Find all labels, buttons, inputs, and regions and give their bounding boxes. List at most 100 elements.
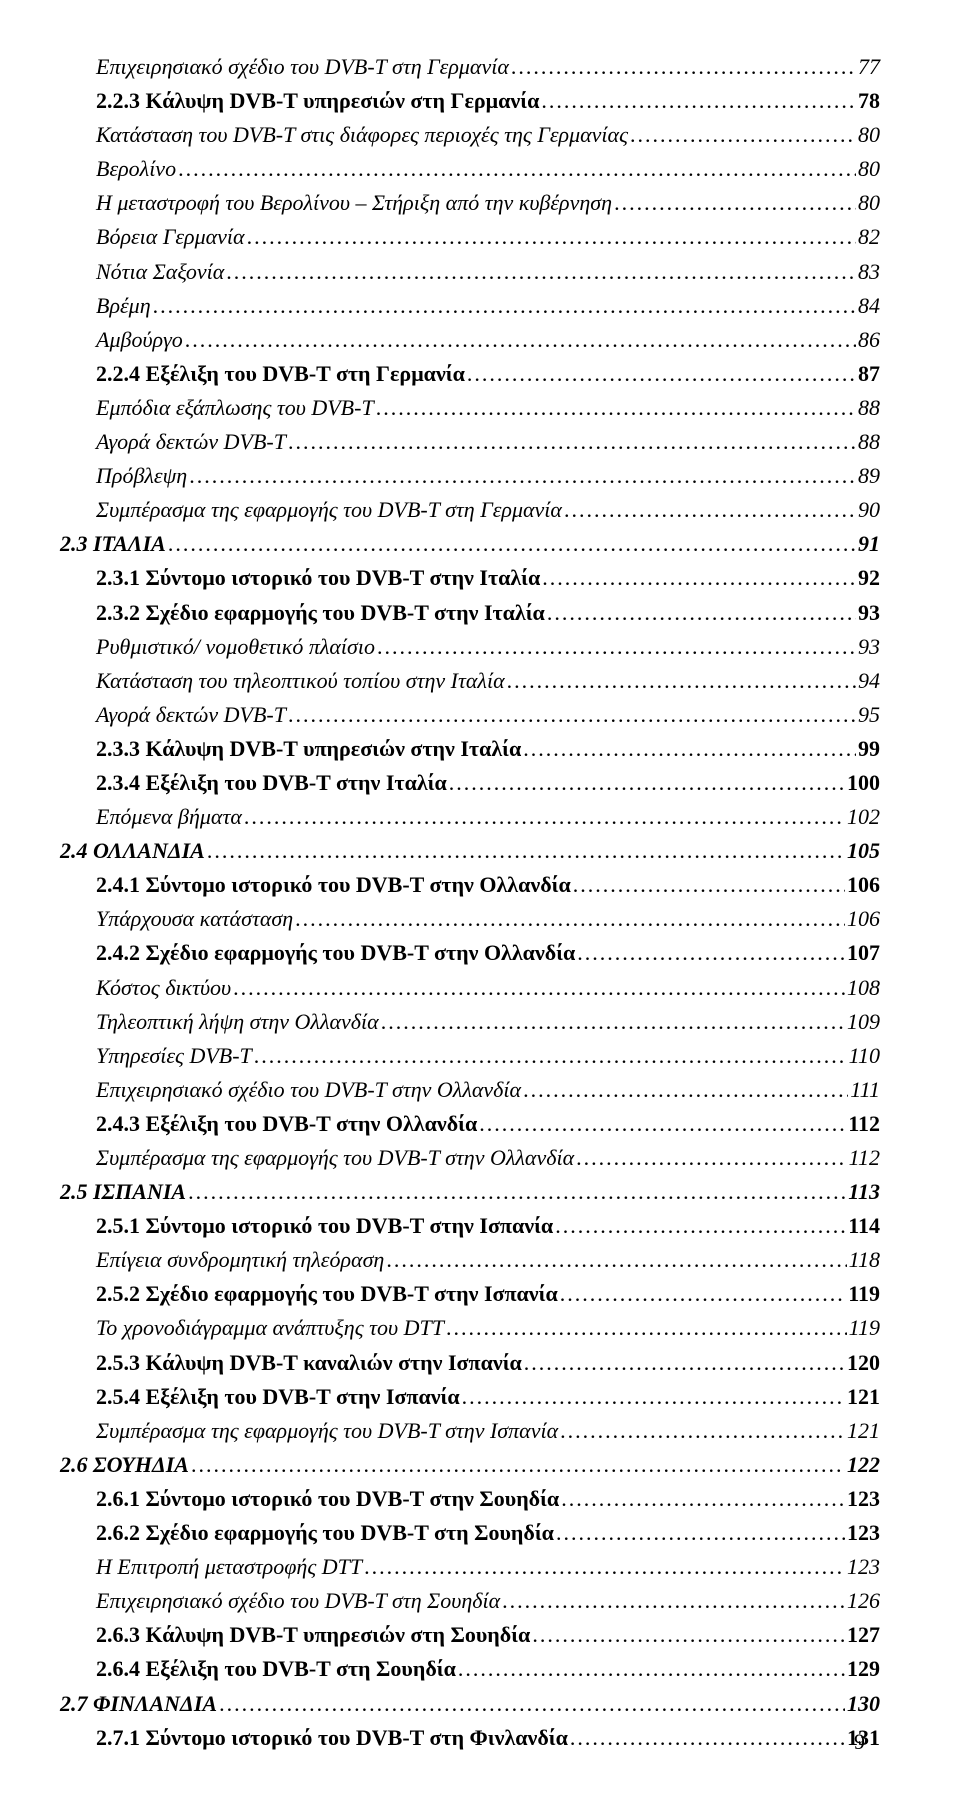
toc-entry-label: Συμπέρασμα της εφαρμογής του DVB-T στην … <box>96 1141 574 1175</box>
toc-entry-page: 89 <box>858 459 880 493</box>
toc-entry: Υπάρχουσα κατάσταση106 <box>96 902 880 936</box>
toc-entry-page: 87 <box>858 357 880 391</box>
toc-entry-label: Συμπέρασμα της εφαρμογής του DVB-T στην … <box>96 1414 558 1448</box>
toc-entry-page: 127 <box>847 1618 880 1652</box>
toc-entry-label: Πρόβλεψη <box>96 459 187 493</box>
toc-entry: Υπηρεσίες DVB-T110 <box>96 1039 880 1073</box>
toc-leader-dots <box>502 1584 845 1618</box>
toc-entry: Κόστος δικτύου 108 <box>96 971 880 1005</box>
toc-entry-label: 2.6.1 Σύντομο ιστορικό του DVB-T στην Σο… <box>96 1482 559 1516</box>
toc-leader-dots <box>524 1346 845 1380</box>
toc-entry: 2.3 ΙΤΑΛΙΑ91 <box>60 527 880 561</box>
toc-entry-page: 107 <box>847 936 880 970</box>
toc-entry-page: 109 <box>847 1005 880 1039</box>
toc-entry: Το χρονοδιάγραμμα ανάπτυξης του DTT119 <box>96 1311 880 1345</box>
toc-leader-dots <box>570 1721 845 1755</box>
toc-entry: 2.5.3 Κάλυψη DVB-T καναλιών στην Ισπανία… <box>96 1346 880 1380</box>
toc-entry-label: 2.2.4 Εξέλιξη του DVB-T στη Γερμανία <box>96 357 465 391</box>
toc-leader-dots <box>479 1107 846 1141</box>
toc-entry-page: 84 <box>858 289 880 323</box>
toc-entry: Επίγεια συνδρομητική τηλεόραση118 <box>96 1243 880 1277</box>
toc-entry: 2.2.4 Εξέλιξη του DVB-T στη Γερμανία 87 <box>96 357 880 391</box>
toc-entry: 2.5.2 Σχέδιο εφαρμογής του DVB-T στην Ισ… <box>96 1277 880 1311</box>
toc-entry-label: 2.6.4 Εξέλιξη του DVB-T στη Σουηδία <box>96 1652 456 1686</box>
toc-entry-label: Νότια Σαξονία <box>96 255 224 289</box>
toc-entry-page: 119 <box>848 1277 880 1311</box>
toc-leader-dots <box>577 936 845 970</box>
toc-entry: 2.6.3 Κάλυψη DVB-T υπηρεσιών στη Σουηδία… <box>96 1618 880 1652</box>
toc-leader-dots <box>561 1482 845 1516</box>
toc-entry-page: 80 <box>858 152 880 186</box>
toc-entry-label: 2.7.1 Σύντομο ιστορικό του DVB-T στη Φιν… <box>96 1721 568 1755</box>
toc-entry-page: 102 <box>847 800 880 834</box>
toc-entry-label: 2.5 ΙΣΠΑΝΙΑ <box>60 1175 186 1209</box>
toc-list: Επιχειρησιακό σχέδιο του DVB-T στη Γερμα… <box>60 50 880 1755</box>
toc-entry: 2.7.1 Σύντομο ιστορικό του DVB-T στη Φιν… <box>96 1721 880 1755</box>
toc-entry-page: 126 <box>847 1584 880 1618</box>
toc-leader-dots <box>376 391 856 425</box>
toc-entry-page: 80 <box>858 118 880 152</box>
toc-entry-label: Η Επιτροπή μεταστροφής DTT <box>96 1550 362 1584</box>
toc-entry-page: 99 <box>858 732 880 766</box>
toc-entry-label: 2.6 ΣΟΥΗΔΙΑ <box>60 1448 189 1482</box>
toc-leader-dots <box>467 357 856 391</box>
toc-entry: Επόμενα βήματα 102 <box>96 800 880 834</box>
toc-entry-page: 88 <box>858 391 880 425</box>
toc-entry-page: 93 <box>858 596 880 630</box>
toc-entry-page: 100 <box>847 766 880 800</box>
toc-leader-dots <box>295 902 845 936</box>
toc-entry-page: 121 <box>847 1414 880 1448</box>
toc-entry-page: 94 <box>858 664 880 698</box>
toc-entry: 2.2.3 Κάλυψη DVB-T υπηρεσιών στη Γερμανί… <box>96 84 880 118</box>
toc-entry-page: 82 <box>858 220 880 254</box>
toc-leader-dots <box>560 1414 845 1448</box>
toc-entry: Πρόβλεψη 89 <box>96 459 880 493</box>
toc-entry: 2.6.2 Σχέδιο εφαρμογής του DVB-T στη Σου… <box>96 1516 880 1550</box>
toc-leader-dots <box>288 698 856 732</box>
toc-entry-page: 92 <box>858 561 880 595</box>
toc-entry-page: 119 <box>849 1311 880 1345</box>
toc-leader-dots <box>576 1141 847 1175</box>
toc-entry: 2.5 ΙΣΠΑΝΙΑ 113 <box>60 1175 880 1209</box>
toc-entry-label: 2.4.3 Εξέλιξη του DVB-T στην Ολλανδία <box>96 1107 477 1141</box>
toc-entry-label: Υπάρχουσα κατάσταση <box>96 902 293 936</box>
toc-entry-page: 86 <box>858 323 880 357</box>
toc-entry: Συμπέρασμα της εφαρμογής του DVB-T στην … <box>96 1141 880 1175</box>
toc-entry-label: 2.4 ΟΛΛΑΝΔΙΑ <box>60 834 205 868</box>
toc-leader-dots <box>449 766 845 800</box>
toc-entry: Κατάσταση του τηλεοπτικού τοπίου στην Ιτ… <box>96 664 880 698</box>
toc-entry-label: Κόστος δικτύου <box>96 971 231 1005</box>
toc-entry-page: 111 <box>850 1073 880 1107</box>
toc-entry-label: 2.3.3 Κάλυψη DVB-T υπηρεσιών στην Ιταλία <box>96 732 521 766</box>
toc-entry: 2.3.2 Σχέδιο εφαρμογής του DVB-T στην Ιτ… <box>96 596 880 630</box>
toc-entry-label: Κατάσταση του τηλεοπτικού τοπίου στην Ιτ… <box>96 664 505 698</box>
toc-entry-label: Ρυθμιστικό/ νομοθετικό πλαίσιο <box>96 630 375 664</box>
toc-entry: 2.6 ΣΟΥΗΔΙΑ122 <box>60 1448 880 1482</box>
toc-leader-dots <box>511 50 856 84</box>
toc-entry-page: 80 <box>858 186 880 220</box>
toc-entry: 2.5.4 Εξέλιξη του DVB-T στην Ισπανία121 <box>96 1380 880 1414</box>
toc-entry-label: Επόμενα βήματα <box>96 800 242 834</box>
toc-entry-label: Επιχειρησιακό σχέδιο του DVB-T στη Σουηδ… <box>96 1584 500 1618</box>
toc-leader-dots <box>381 1005 845 1039</box>
toc-entry-page: 108 <box>847 971 880 1005</box>
toc-entry: Ρυθμιστικό/ νομοθετικό πλαίσιο93 <box>96 630 880 664</box>
toc-leader-dots <box>630 118 856 152</box>
toc-entry: 2.3.1 Σύντομο ιστορικό του DVB-T στην Ιτ… <box>96 561 880 595</box>
toc-leader-dots <box>462 1380 845 1414</box>
toc-entry: Συμπέρασμα της εφαρμογής του DVB-T στη Γ… <box>96 493 880 527</box>
toc-entry-label: Βόρεια Γερμανία <box>96 220 245 254</box>
toc-entry: Αγορά δεκτών DVB-T88 <box>96 425 880 459</box>
toc-leader-dots <box>560 1277 846 1311</box>
toc-entry-page: 77 <box>858 50 880 84</box>
toc-entry: 2.4.1 Σύντομο ιστορικό του DVB-T στην Ολ… <box>96 868 880 902</box>
toc-entry: Νότια Σαξονία 83 <box>96 255 880 289</box>
toc-entry-label: 2.3.1 Σύντομο ιστορικό του DVB-T στην Ιτ… <box>96 561 540 595</box>
toc-entry-page: 83 <box>858 255 880 289</box>
toc-entry: 2.4 ΟΛΛΑΝΔΙΑ105 <box>60 834 880 868</box>
toc-entry-page: 110 <box>849 1039 880 1073</box>
toc-entry: Βερολίνο80 <box>96 152 880 186</box>
toc-entry: 2.6.4 Εξέλιξη του DVB-T στη Σουηδία129 <box>96 1652 880 1686</box>
toc-entry: Η Επιτροπή μεταστροφής DTT123 <box>96 1550 880 1584</box>
toc-entry-page: 113 <box>848 1175 880 1209</box>
